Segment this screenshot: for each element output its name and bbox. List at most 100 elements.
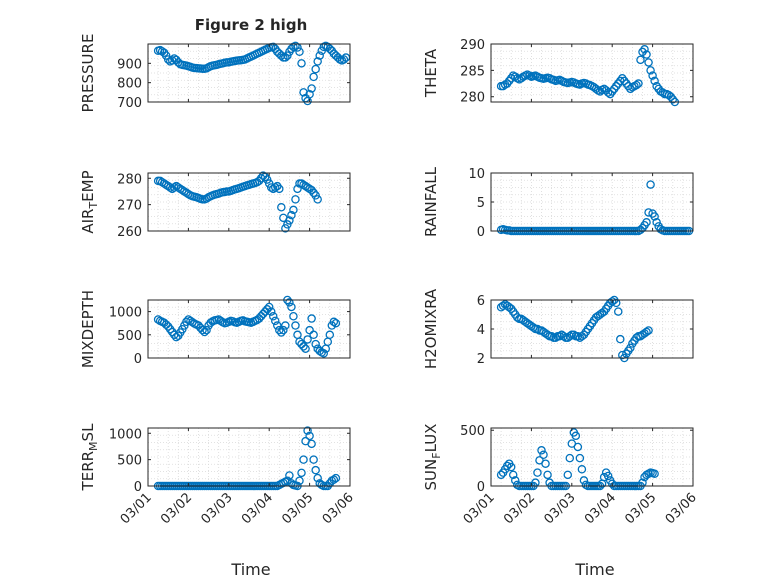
data-point xyxy=(632,80,641,90)
data-point xyxy=(283,220,292,229)
figure-title: Figure 2 high xyxy=(195,16,308,34)
y-tick-label: 290 xyxy=(460,38,485,53)
data-point xyxy=(297,59,306,68)
data-point xyxy=(307,185,316,195)
y-tick-label: 280 xyxy=(460,91,485,106)
data-point xyxy=(541,459,550,468)
data-point xyxy=(571,431,581,441)
data-point xyxy=(642,327,651,337)
axes-box xyxy=(490,427,694,487)
data-point xyxy=(182,317,191,327)
data-point xyxy=(510,476,520,485)
y-tick-label: 800 xyxy=(117,77,142,92)
data-point xyxy=(506,462,516,472)
data-point xyxy=(277,51,286,60)
data-point xyxy=(256,174,266,183)
data-point xyxy=(624,81,633,91)
subplot-5: 0 500 1000 MIXDEPTH xyxy=(79,290,351,368)
data-point xyxy=(313,57,322,66)
data-point xyxy=(289,205,298,215)
data-point xyxy=(616,334,625,344)
x-axis-label-right: Time xyxy=(574,560,614,579)
data-point xyxy=(611,81,621,91)
data-point xyxy=(607,87,617,96)
data-point xyxy=(650,76,659,86)
data-point xyxy=(287,210,296,220)
y-tick-label: 260 xyxy=(117,225,142,240)
data-point xyxy=(339,55,349,64)
y-tick-label: 500 xyxy=(117,329,142,344)
y-tick-label: 1000 xyxy=(109,306,142,321)
y-axis-label: RAINFALL xyxy=(422,166,440,237)
data-point xyxy=(666,92,676,101)
data-point xyxy=(508,470,518,480)
data-point xyxy=(289,311,298,321)
data-point xyxy=(309,72,318,82)
axes-box xyxy=(147,172,351,232)
data-point xyxy=(315,51,324,60)
data-point xyxy=(307,439,316,449)
data-point xyxy=(262,175,272,184)
data-point xyxy=(291,41,300,51)
y-tick-label: 0 xyxy=(477,225,485,240)
data-point xyxy=(319,349,328,358)
data-point xyxy=(579,476,589,485)
data-point xyxy=(309,330,318,340)
data-point xyxy=(264,302,274,312)
y-tick-label: 0 xyxy=(134,480,142,495)
y-axis-label: SUNFLUX xyxy=(422,424,443,491)
data-point xyxy=(165,183,175,192)
y-tick-label: 285 xyxy=(460,64,485,79)
y-axis-label: TERRMSL xyxy=(79,423,100,492)
data-point xyxy=(502,461,512,471)
data-point xyxy=(565,331,575,341)
data-point xyxy=(502,79,512,88)
axes-box xyxy=(147,427,351,487)
data-point xyxy=(506,74,516,83)
data-point xyxy=(303,426,312,435)
data-point xyxy=(305,90,314,99)
data-point xyxy=(537,446,546,455)
data-point xyxy=(642,218,651,227)
data-point xyxy=(311,64,320,74)
subplot-3: 260 270 280 AIRTEMP xyxy=(79,170,351,240)
data-point xyxy=(293,184,302,194)
data-point xyxy=(329,475,339,484)
data-point xyxy=(301,344,310,353)
data-point xyxy=(281,224,290,233)
data-point xyxy=(273,181,282,191)
data-point xyxy=(287,302,296,312)
data-point xyxy=(311,191,320,200)
data-point xyxy=(299,455,308,464)
data-point xyxy=(603,471,613,481)
data-point xyxy=(254,176,264,186)
data-point xyxy=(271,183,280,192)
subplot-2: 280 285 290 THETA xyxy=(422,38,694,107)
data-point xyxy=(271,316,280,326)
y-tick-label: 4 xyxy=(477,323,485,338)
data-point xyxy=(297,468,306,478)
data-point xyxy=(331,318,341,328)
data-point xyxy=(311,465,320,475)
data-point xyxy=(626,343,635,353)
data-point xyxy=(648,71,657,80)
data-point xyxy=(264,179,274,188)
y-tick-label: 6 xyxy=(477,294,485,309)
data-point xyxy=(533,468,542,477)
data-point xyxy=(555,331,564,341)
y-tick-label: 10 xyxy=(468,167,485,182)
data-point xyxy=(636,55,645,65)
data-point xyxy=(565,453,575,463)
data-point xyxy=(539,450,548,460)
data-point xyxy=(285,471,294,480)
data-point xyxy=(275,325,284,335)
data-point xyxy=(573,331,583,341)
data-point xyxy=(313,195,322,204)
data-point xyxy=(266,183,276,192)
y-tick-label: 0 xyxy=(134,352,142,367)
subplot-6: 2 4 6 H2OMIXRA xyxy=(422,288,694,369)
data-point xyxy=(277,203,286,212)
data-point xyxy=(650,212,659,221)
subplot-4: 0 5 10 RAINFALL xyxy=(422,166,694,240)
